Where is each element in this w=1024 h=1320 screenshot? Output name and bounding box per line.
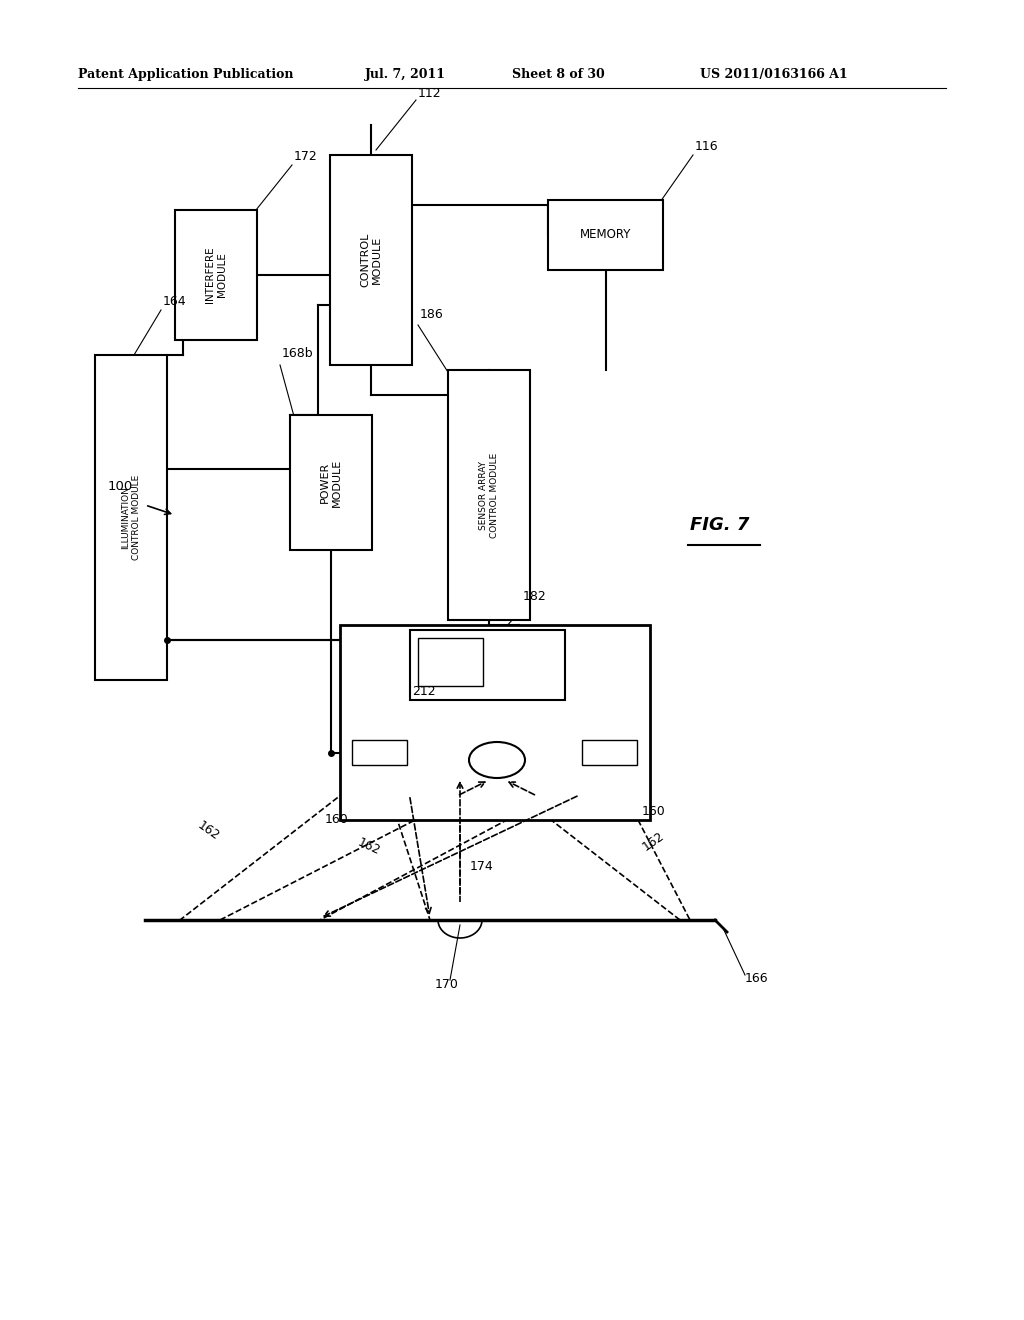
Text: Jul. 7, 2011: Jul. 7, 2011	[365, 69, 446, 81]
Text: 116: 116	[695, 140, 719, 153]
Text: 162: 162	[195, 818, 222, 843]
Text: 212: 212	[412, 685, 435, 698]
Bar	[95, 355, 167, 680]
Text: 162: 162	[640, 829, 667, 853]
Text: SENSOR ARRAY
CONTROL MODULE: SENSOR ARRAY CONTROL MODULE	[479, 453, 499, 537]
Text: 186: 186	[420, 308, 443, 321]
Text: Patent Application Publication: Patent Application Publication	[78, 69, 294, 81]
Text: 164: 164	[163, 294, 186, 308]
Text: 112: 112	[418, 87, 441, 100]
Bar	[582, 741, 637, 766]
Bar	[418, 638, 483, 686]
Text: INTERFERE
MODULE: INTERFERE MODULE	[205, 247, 226, 304]
Bar	[290, 414, 372, 550]
Ellipse shape	[469, 742, 525, 777]
Text: 160: 160	[641, 805, 666, 818]
Text: 166: 166	[745, 972, 769, 985]
Text: 172: 172	[294, 150, 317, 162]
Bar	[175, 210, 257, 341]
Text: 170: 170	[435, 978, 459, 991]
Text: 174: 174	[470, 861, 494, 873]
Text: 160: 160	[325, 813, 348, 826]
Text: 168b: 168b	[282, 347, 313, 360]
Text: 162: 162	[355, 837, 382, 858]
Bar	[352, 741, 407, 766]
Bar	[449, 370, 530, 620]
Text: POWER
MODULE: POWER MODULE	[321, 458, 342, 507]
Bar	[410, 630, 565, 700]
Text: 182: 182	[523, 590, 547, 603]
Text: 100: 100	[108, 480, 133, 492]
Text: US 2011/0163166 A1: US 2011/0163166 A1	[700, 69, 848, 81]
Text: MEMORY: MEMORY	[580, 228, 631, 242]
Text: CONTROL
MODULE: CONTROL MODULE	[360, 232, 382, 288]
Bar	[330, 154, 412, 366]
Bar	[548, 201, 663, 271]
Text: Sheet 8 of 30: Sheet 8 of 30	[512, 69, 605, 81]
Bar	[340, 624, 650, 820]
Text: ILLUMINATION
CONTROL MODULE: ILLUMINATION CONTROL MODULE	[121, 475, 140, 560]
Text: FIG. 7: FIG. 7	[690, 516, 750, 535]
